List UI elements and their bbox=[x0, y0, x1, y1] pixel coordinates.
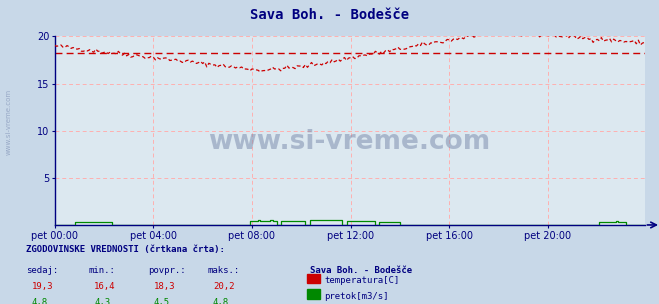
Text: www.si-vreme.com: www.si-vreme.com bbox=[208, 129, 491, 155]
Text: sedaj:: sedaj: bbox=[26, 266, 59, 275]
Text: 4,3: 4,3 bbox=[94, 298, 110, 304]
Text: 4,5: 4,5 bbox=[154, 298, 169, 304]
Text: Sava Boh. - Bodešče: Sava Boh. - Bodešče bbox=[250, 8, 409, 22]
Text: ZGODOVINSKE VREDNOSTI (črtkana črta):: ZGODOVINSKE VREDNOSTI (črtkana črta): bbox=[26, 245, 225, 254]
Text: 19,3: 19,3 bbox=[32, 282, 53, 291]
Text: www.si-vreme.com: www.si-vreme.com bbox=[5, 88, 11, 155]
Text: Sava Boh. - Bodešče: Sava Boh. - Bodešče bbox=[310, 266, 412, 275]
Text: 18,3: 18,3 bbox=[154, 282, 175, 291]
Text: temperatura[C]: temperatura[C] bbox=[324, 276, 399, 285]
Text: min.:: min.: bbox=[89, 266, 116, 275]
Text: maks.:: maks.: bbox=[208, 266, 240, 275]
Text: 16,4: 16,4 bbox=[94, 282, 116, 291]
Text: pretok[m3/s]: pretok[m3/s] bbox=[324, 292, 389, 301]
Text: 20,2: 20,2 bbox=[213, 282, 235, 291]
Text: 4,8: 4,8 bbox=[32, 298, 47, 304]
Text: 4,8: 4,8 bbox=[213, 298, 229, 304]
Text: povpr.:: povpr.: bbox=[148, 266, 186, 275]
